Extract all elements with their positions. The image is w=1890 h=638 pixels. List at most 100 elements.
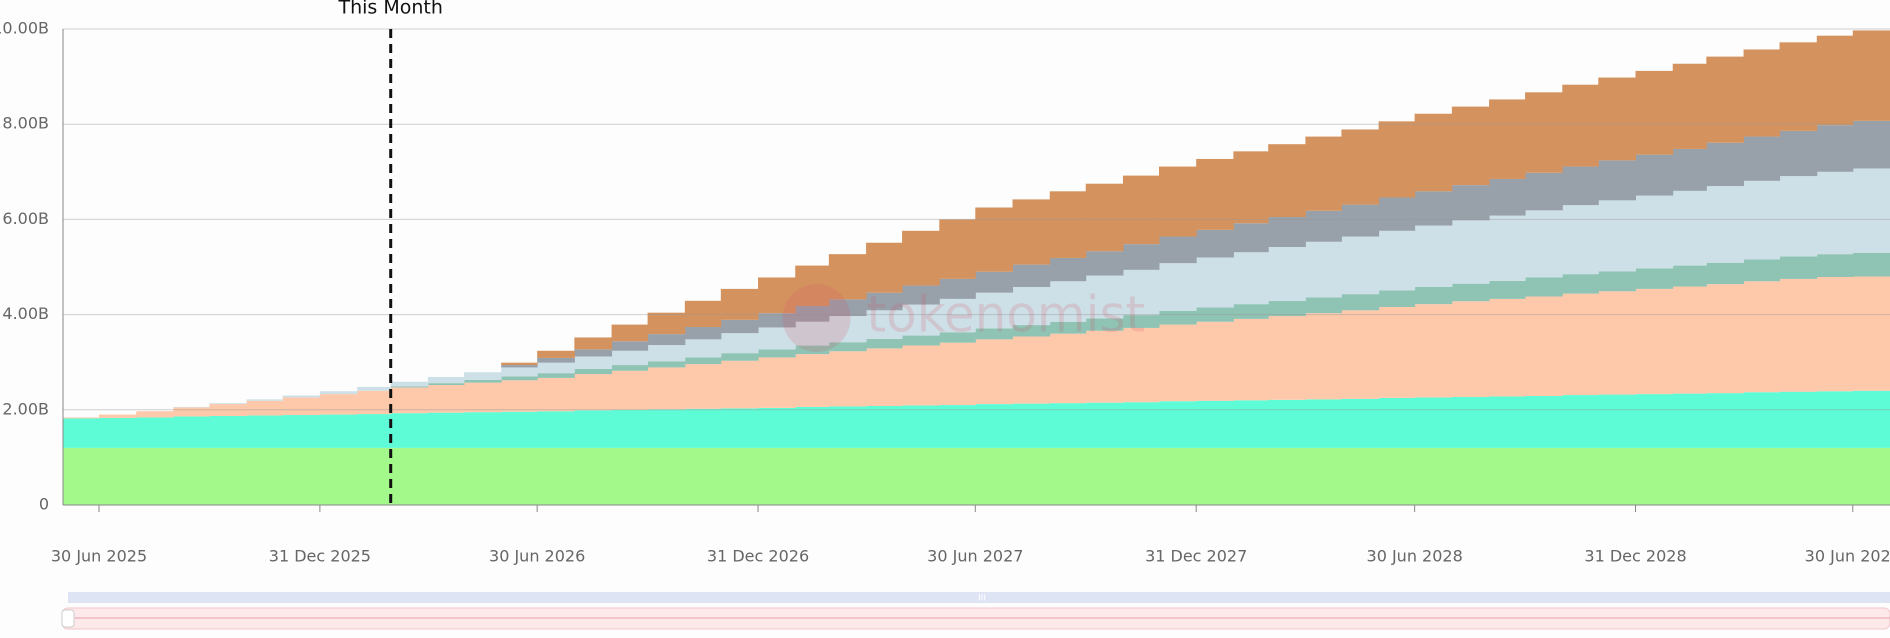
area-step	[1085, 318, 1124, 331]
area-step	[758, 357, 796, 408]
area-step	[463, 379, 502, 383]
area-step	[427, 383, 465, 386]
area-step	[1305, 297, 1342, 314]
area-step	[1598, 160, 1637, 201]
area-step	[1012, 325, 1051, 337]
area-step	[1085, 275, 1124, 319]
area-step	[63, 417, 100, 419]
area-step	[975, 292, 1014, 329]
area-step	[246, 415, 284, 448]
area-step	[1489, 178, 1526, 216]
x-tick-label: 31 Dec 2028	[1584, 547, 1686, 566]
area-step	[866, 310, 903, 339]
area-step	[866, 242, 903, 293]
area-step	[975, 207, 1014, 272]
area-step	[1489, 396, 1526, 448]
area-step	[357, 414, 392, 448]
area-step	[1341, 310, 1380, 399]
area-step	[975, 328, 1014, 340]
area-step	[795, 345, 830, 355]
area-step	[390, 386, 429, 388]
area-step	[720, 447, 759, 505]
area-step	[574, 368, 613, 375]
area-step	[758, 447, 796, 505]
area-step	[1122, 402, 1160, 448]
area-step	[1268, 247, 1306, 301]
area-step	[828, 351, 867, 407]
area-step	[1451, 106, 1490, 186]
area-step	[975, 271, 1014, 293]
area-step	[611, 409, 649, 448]
area-step	[427, 376, 465, 384]
area-step	[1525, 92, 1563, 173]
area-step	[319, 394, 358, 415]
area-step	[684, 408, 722, 448]
area-step	[647, 367, 686, 410]
area-step	[1451, 185, 1490, 221]
area-step	[537, 447, 575, 505]
area-step	[1525, 172, 1563, 211]
navigator-handle[interactable]	[61, 609, 75, 628]
area-step	[1268, 447, 1306, 505]
area-step	[684, 326, 722, 340]
area-step	[1489, 215, 1526, 281]
area-step	[574, 374, 613, 411]
area-step	[720, 353, 759, 361]
area-step	[1635, 268, 1674, 289]
area-step	[427, 385, 465, 413]
area-step	[1635, 154, 1674, 196]
area-step	[1743, 49, 1781, 137]
area-step	[939, 278, 976, 299]
navigator-bar[interactable]	[68, 592, 1890, 603]
area-step	[1414, 447, 1453, 505]
area-step	[246, 447, 284, 505]
area-step	[758, 327, 796, 350]
area-step	[1706, 393, 1745, 448]
area-step	[866, 447, 903, 505]
area-step	[1816, 391, 1854, 448]
area-step	[1158, 166, 1197, 237]
area-step	[1852, 168, 1890, 253]
overlay: 0 2.00B 4.00B 6.00B 8.00B 10.00B 30 Jun 2025 31…	[0, 0, 1890, 566]
y-tick-label: 2.00B	[2, 399, 49, 418]
area-step	[1233, 400, 1269, 448]
area-step	[1268, 316, 1306, 400]
area-step	[1852, 30, 1890, 121]
area-step	[357, 447, 392, 505]
area-step	[1852, 276, 1890, 391]
area-step	[866, 292, 903, 311]
area-step	[1672, 286, 1707, 394]
area-step	[647, 447, 686, 505]
area-step	[975, 404, 1014, 448]
watermark: tokenomist	[867, 286, 1146, 344]
area-step	[1049, 257, 1087, 282]
area-step	[939, 332, 976, 343]
area-step	[1489, 447, 1526, 505]
x-tick-label: 30 Jun 2029	[1805, 547, 1890, 566]
area-step	[246, 399, 284, 401]
area-step	[1451, 301, 1490, 397]
area-step	[1489, 298, 1526, 397]
area-step	[1233, 223, 1269, 253]
area-step	[866, 348, 903, 406]
area-step	[1414, 286, 1453, 305]
area-step	[1158, 263, 1197, 311]
area-step	[828, 342, 867, 352]
area-step	[537, 411, 575, 448]
area-step	[1414, 397, 1453, 448]
area-step	[647, 409, 686, 448]
x-tick-label: 31 Dec 2027	[1145, 547, 1247, 566]
area-step	[1706, 56, 1745, 143]
area-step	[828, 447, 867, 505]
area-step	[501, 362, 538, 366]
area-step	[828, 299, 867, 317]
area-step	[647, 334, 686, 346]
area-step	[1489, 280, 1526, 299]
area-step	[795, 306, 830, 322]
area-step	[501, 376, 538, 381]
area-step	[1852, 252, 1890, 277]
area-step	[1268, 144, 1306, 218]
area-step	[501, 411, 538, 448]
area-step	[1598, 291, 1637, 395]
y-tick-label: 10.00B	[0, 19, 49, 38]
